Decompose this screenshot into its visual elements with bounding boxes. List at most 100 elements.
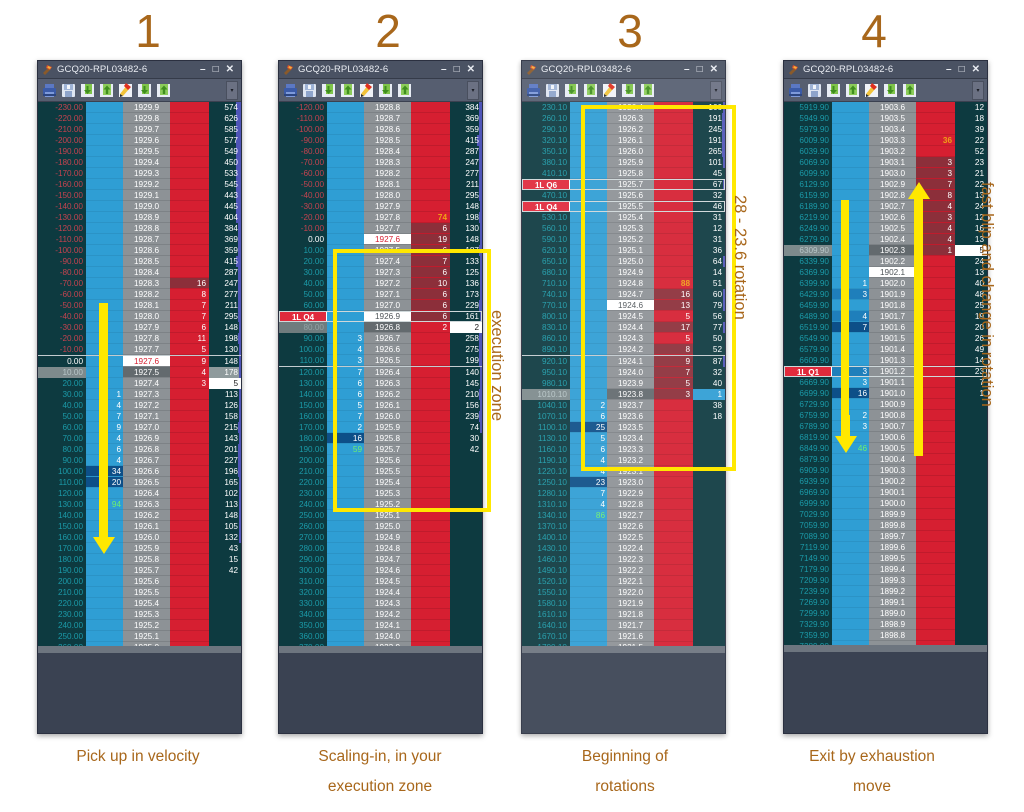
- ladder-price-cell[interactable]: 1902.0: [869, 278, 916, 289]
- ladder-price-cell[interactable]: 1928.7: [123, 234, 170, 245]
- ladder-row[interactable]: 6279.90 1902.4 4 13: [784, 234, 987, 245]
- printer-icon[interactable]: [525, 82, 542, 99]
- ladder-ask-cell[interactable]: [411, 333, 450, 344]
- ladder-bid-cell[interactable]: [327, 190, 364, 201]
- ladder-ask-cell[interactable]: 9: [170, 356, 209, 367]
- minimize-button[interactable]: –: [441, 63, 447, 75]
- ladder-row[interactable]: -120.00 1928.8 384: [38, 223, 241, 234]
- ladder-ask-cell[interactable]: 6: [411, 311, 450, 322]
- ladder-row[interactable]: 6399.90 1 1902.0 40: [784, 278, 987, 289]
- ladder-ask-cell[interactable]: [654, 400, 693, 411]
- ladder-row[interactable]: 7089.90 1899.7: [784, 531, 987, 542]
- ladder-bid-cell[interactable]: 5: [570, 433, 607, 444]
- ladder-price-cell[interactable]: 1921.7: [607, 620, 654, 631]
- ladder-bid-cell[interactable]: [832, 520, 869, 531]
- ladder-bid-cell[interactable]: 2: [570, 400, 607, 411]
- ladder-ask-cell[interactable]: [411, 477, 450, 488]
- ladder-price-cell[interactable]: 1925.7: [364, 444, 411, 455]
- ladder-row[interactable]: 530.10 1925.4 31: [522, 212, 725, 223]
- ladder-bid-cell[interactable]: [832, 234, 869, 245]
- ladder-ask-cell[interactable]: [170, 521, 209, 532]
- horizontal-scrollbar[interactable]: [38, 646, 241, 653]
- ladder-ask-cell[interactable]: [916, 553, 955, 564]
- ladder-ask-cell[interactable]: 4: [170, 367, 209, 378]
- ladder-bid-cell[interactable]: 4: [832, 311, 869, 322]
- ladder-row[interactable]: 30.00 1927.3 6 125: [279, 267, 482, 278]
- ladder-bid-cell[interactable]: [832, 245, 869, 256]
- ladder-ask-cell[interactable]: [170, 499, 209, 510]
- ladder-row[interactable]: 160.00 7 1926.0 239: [279, 411, 482, 422]
- ladder-bid-cell[interactable]: [570, 378, 607, 389]
- ladder-ask-cell[interactable]: 5: [654, 333, 693, 344]
- ladder-price-cell[interactable]: 1928.0: [364, 190, 411, 201]
- ladder-ask-cell[interactable]: [916, 586, 955, 597]
- ladder-row[interactable]: 10.00 1927.5 4 178: [38, 367, 241, 378]
- ladder-ask-cell[interactable]: [411, 433, 450, 444]
- ladder-ask-cell[interactable]: [170, 113, 209, 124]
- ladder-price-cell[interactable]: 1927.0: [123, 422, 170, 433]
- ladder-price-cell[interactable]: 1925.1: [607, 245, 654, 256]
- printer-icon[interactable]: [787, 82, 804, 99]
- ladder-bid-cell[interactable]: [327, 609, 364, 620]
- ladder-price-cell[interactable]: 1926.1: [364, 400, 411, 411]
- ladder-ask-cell[interactable]: [411, 157, 450, 168]
- ladder-row[interactable]: -10.00 1927.7 5 130: [38, 344, 241, 355]
- ladder-price-cell[interactable]: 1927.8: [364, 212, 411, 223]
- ladder-bid-cell[interactable]: [570, 311, 607, 322]
- trading-ladder-window-1[interactable]: GCQ20-RPL03482-6– □ ✕ ▾ -230.00 1929.9 574 -220…: [37, 60, 242, 734]
- ladder-ask-cell[interactable]: [916, 113, 955, 124]
- ladder-ask-cell[interactable]: [170, 135, 209, 146]
- ladder-price-cell[interactable]: 1925.8: [607, 168, 654, 179]
- ladder-row[interactable]: -230.00 1929.9 574: [38, 102, 241, 113]
- ladder-ask-cell[interactable]: 3: [170, 378, 209, 389]
- ladder-bid-cell[interactable]: [86, 620, 123, 631]
- ladder-price-cell[interactable]: 1901.3: [869, 355, 916, 366]
- ladder-ask-cell[interactable]: [916, 146, 955, 157]
- ladder-row[interactable]: -20.00 1927.8 11 198: [38, 333, 241, 344]
- ladder-row[interactable]: 290.10 1926.2 245: [522, 124, 725, 135]
- ladder-row[interactable]: -80.00 1928.4 287: [279, 146, 482, 157]
- ladder-bid-cell[interactable]: [86, 554, 123, 565]
- order-ladder-panel1[interactable]: -230.00 1929.9 574 -220.00 1929.8 626 -210.00 1…: [38, 102, 241, 653]
- ladder-bid-cell[interactable]: [832, 487, 869, 498]
- ladder-price-cell[interactable]: 1923.5: [607, 422, 654, 433]
- ladder-price-cell[interactable]: 1925.4: [364, 477, 411, 488]
- ladder-ask-cell[interactable]: [170, 598, 209, 609]
- ladder-ask-cell[interactable]: [916, 124, 955, 135]
- ladder-row[interactable]: 120.00 7 1926.4 140: [279, 366, 482, 378]
- ladder-bid-cell[interactable]: [327, 157, 364, 168]
- ladder-price-cell[interactable]: 1928.2: [123, 289, 170, 300]
- save-icon[interactable]: [60, 82, 77, 99]
- ladder-row[interactable]: -140.00 1929.0 445: [38, 201, 241, 212]
- ladder-bid-cell[interactable]: [327, 466, 364, 477]
- ladder-row[interactable]: 6519.90 7 1901.6 20: [784, 322, 987, 333]
- ladder-row[interactable]: 6849.90 46 1900.5: [784, 443, 987, 454]
- ladder-price-cell[interactable]: 1900.9: [869, 399, 916, 410]
- ladder-bid-cell[interactable]: [832, 300, 869, 311]
- ladder-ask-cell[interactable]: [654, 587, 693, 598]
- ladder-ask-cell[interactable]: [170, 532, 209, 543]
- ladder-ask-cell[interactable]: [170, 179, 209, 190]
- ladder-row[interactable]: 6339.90 1902.2 24: [784, 256, 987, 267]
- ladder-row[interactable]: 7359.90 1898.8: [784, 630, 987, 641]
- ladder-ask-cell[interactable]: [916, 102, 955, 113]
- ladder-ask-cell[interactable]: [654, 565, 693, 576]
- ladder-price-cell[interactable]: 1926.8: [123, 444, 170, 455]
- ladder-row[interactable]: 1340.10 86 1922.7: [522, 510, 725, 521]
- ladder-ask-cell[interactable]: [916, 399, 955, 410]
- ladder-price-cell[interactable]: 1928.0: [123, 311, 170, 322]
- ladder-price-cell[interactable]: 1927.7: [123, 344, 170, 355]
- ladder-row[interactable]: 650.10 1925.0 64: [522, 256, 725, 267]
- ladder-bid-cell[interactable]: [832, 256, 869, 267]
- ladder-ask-cell[interactable]: [916, 289, 955, 300]
- ladder-ask-cell[interactable]: [411, 113, 450, 124]
- ladder-ask-cell[interactable]: [170, 488, 209, 499]
- ladder-row[interactable]: 380.10 1925.9 101: [522, 157, 725, 168]
- ladder-ask-cell[interactable]: [411, 631, 450, 642]
- ladder-ask-cell[interactable]: [916, 410, 955, 421]
- ladder-price-cell[interactable]: 1926.7: [123, 455, 170, 466]
- ladder-ask-cell[interactable]: [411, 444, 450, 455]
- ladder-ask-cell[interactable]: [654, 466, 693, 477]
- ladder-row[interactable]: 1010.10 1923.8 3 1: [522, 389, 725, 400]
- ladder-ask-cell[interactable]: [170, 102, 209, 113]
